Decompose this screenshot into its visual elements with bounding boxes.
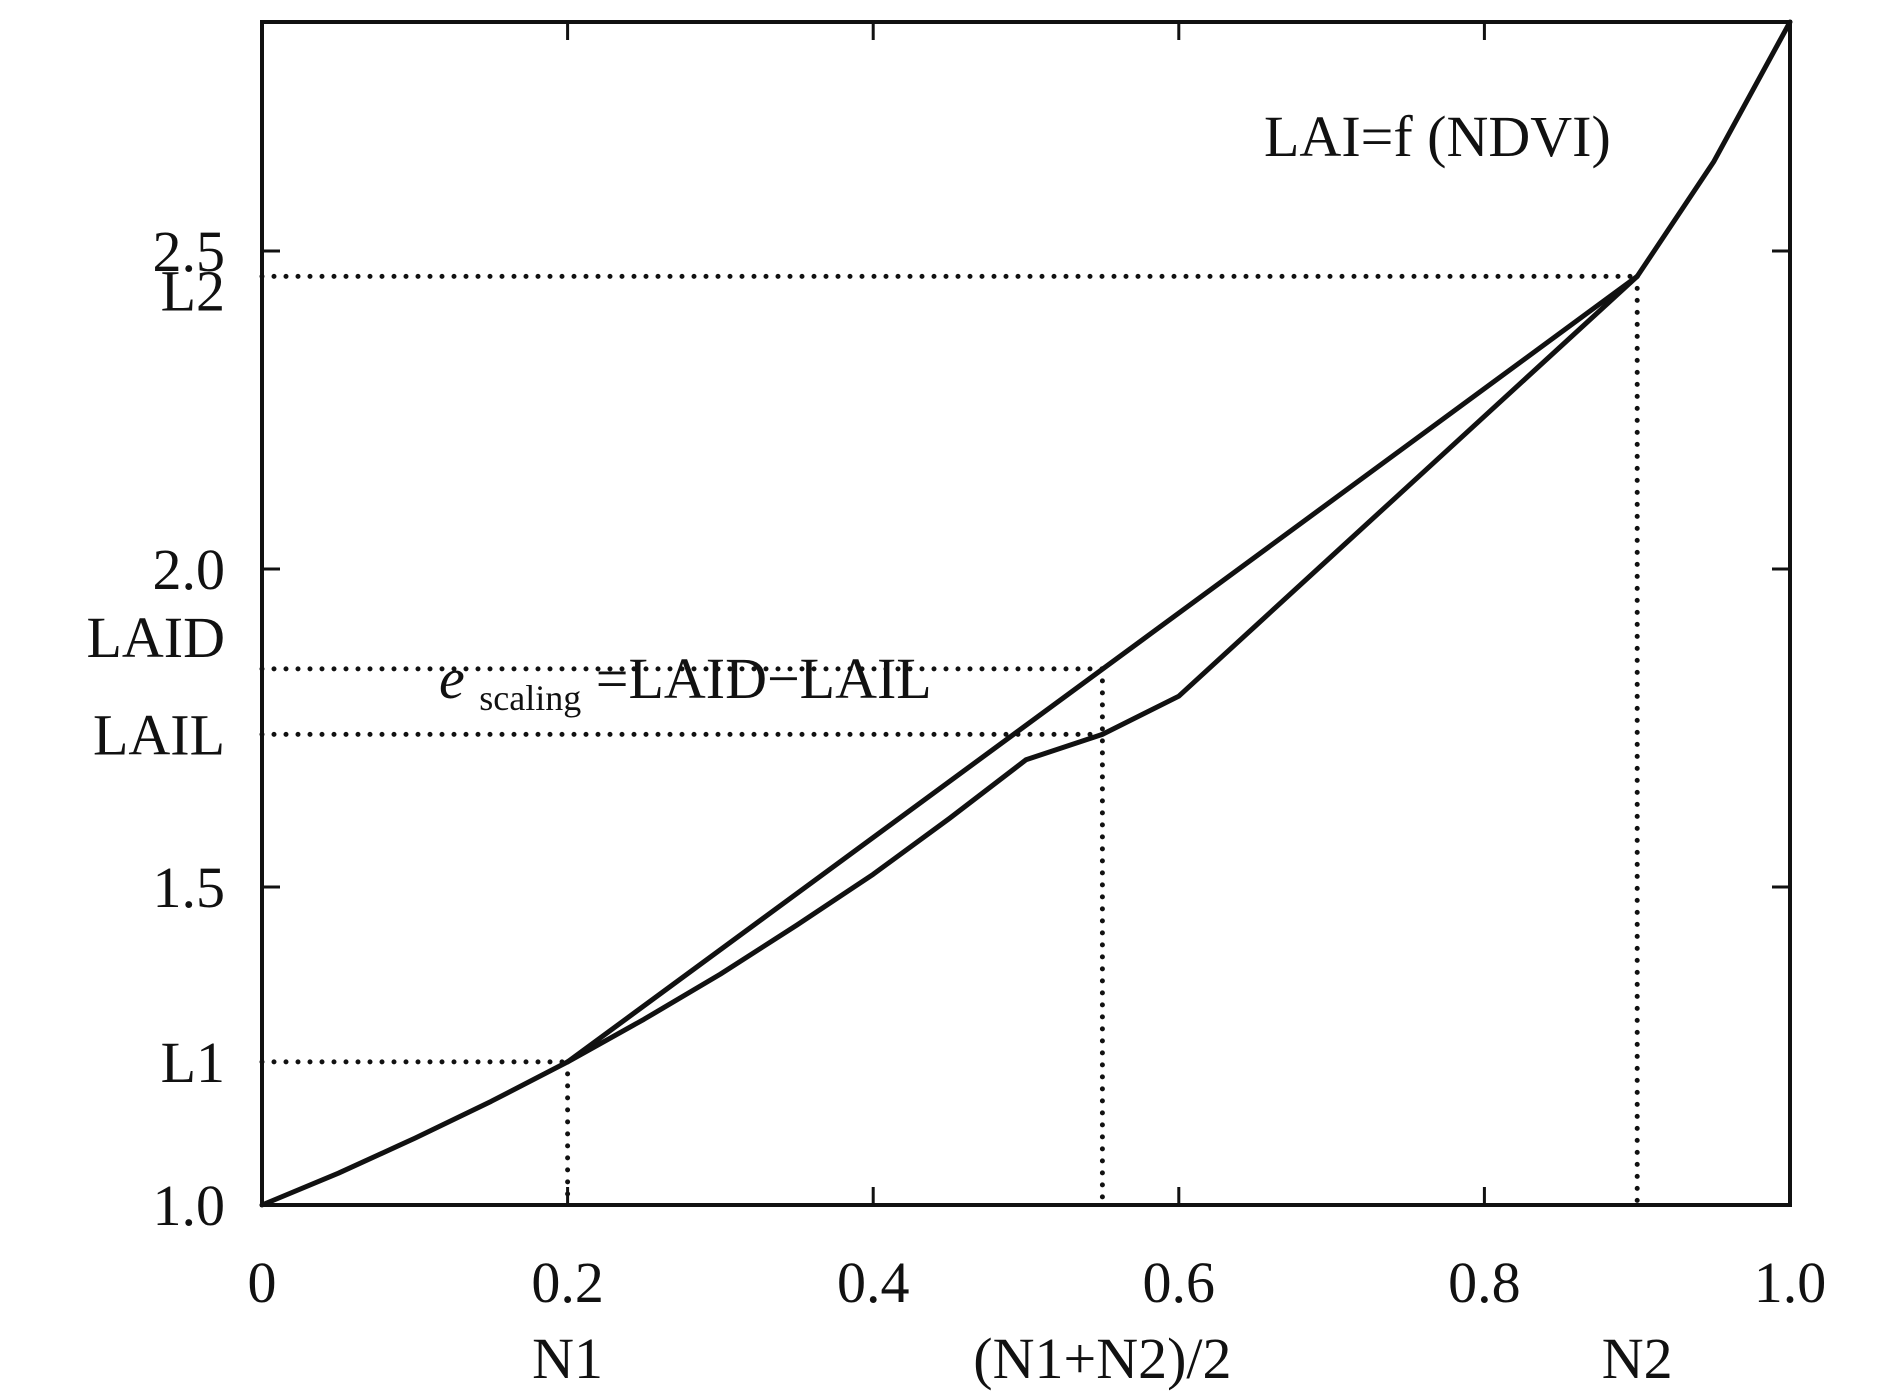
- y-marker-label-1: L2: [161, 258, 225, 323]
- x-tick-label-0: 0: [248, 1250, 277, 1315]
- y-marker-label-0: L1: [161, 1030, 225, 1095]
- x-marker-label-0: N1: [532, 1326, 603, 1391]
- x-marker-label-1: (N1+N2)/2: [973, 1326, 1231, 1391]
- y-tick-label-0: 1.0: [153, 1173, 226, 1238]
- y-tick-label-2: 2.0: [153, 537, 226, 602]
- x-tick-label-1: 0.2: [531, 1250, 604, 1315]
- x-tick-label-4: 0.8: [1448, 1250, 1521, 1315]
- series-line-0: [259, 19, 1793, 1208]
- y-tick-label-1: 1.5: [153, 855, 226, 920]
- x-tick-label-3: 0.6: [1143, 1250, 1216, 1315]
- y-tick-label-3: 2.5: [153, 219, 226, 284]
- x-tick-label-5: 1.0: [1754, 1250, 1827, 1315]
- x-tick-label-2: 0.4: [837, 1250, 910, 1315]
- y-marker-label-2: LAID: [86, 605, 225, 670]
- scaling-error-text: =LAID−LAIL: [596, 646, 932, 711]
- plot-frame: [260, 20, 1792, 1207]
- scaling-error-base: e: [439, 646, 465, 711]
- scaling-error-subscript: scaling: [479, 678, 581, 718]
- y-marker-label-3: LAIL: [93, 702, 225, 767]
- scaling-error-annotation: e scaling =LAID−LAIL: [439, 646, 932, 723]
- series-line-1: [565, 273, 1640, 1065]
- x-marker-label-2: N2: [1602, 1326, 1673, 1391]
- curve-annotation: LAI=f (NDVI): [1264, 104, 1611, 169]
